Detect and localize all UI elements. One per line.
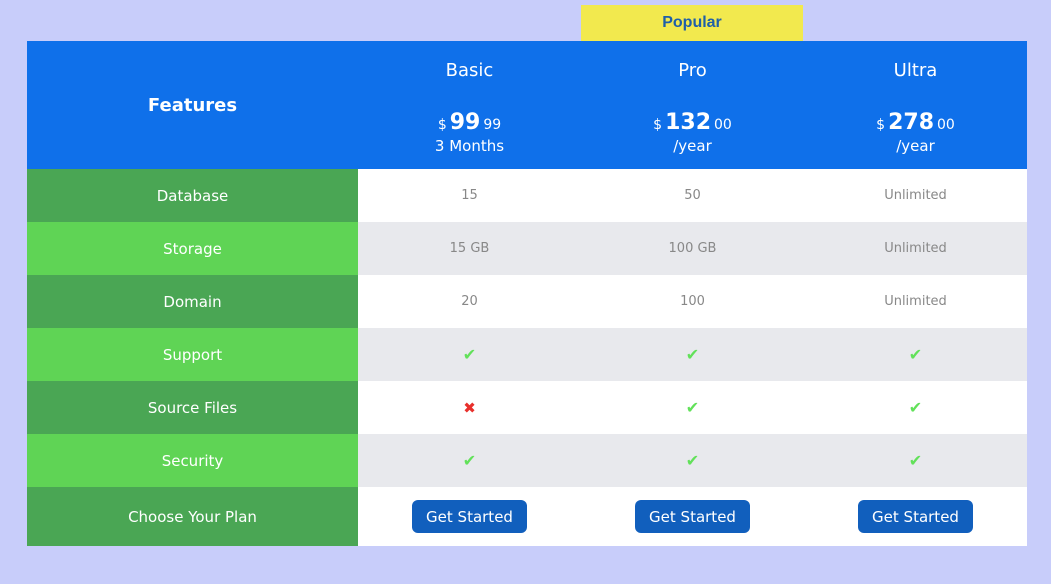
plan-name: Ultra — [893, 60, 938, 81]
popular-badge: Popular — [581, 5, 803, 41]
cell-value: 15 GB — [358, 222, 581, 275]
feature-label: Storage — [27, 222, 358, 275]
check-icon: ✔ — [462, 451, 477, 470]
cell-value: 50 — [581, 169, 804, 222]
choose-plan-row: Choose Your Plan Get Started Get Started… — [27, 487, 1027, 546]
table-row: Support ✔ ✔ ✔ — [27, 328, 1027, 381]
cell-value: Unlimited — [804, 169, 1027, 222]
feature-label: Security — [27, 434, 358, 487]
plan-price: $132 00 — [653, 110, 732, 135]
table-header: Features Basic $99 99 3 Months Pro $132 00 … — [27, 41, 1027, 169]
currency: $ — [876, 117, 886, 133]
plan-header-ultra: Ultra $278 00 /year — [804, 41, 1027, 169]
cell-value: 20 — [358, 275, 581, 328]
cell-value: Unlimited — [804, 275, 1027, 328]
feature-label: Source Files — [27, 381, 358, 434]
price-cents: 99 — [483, 117, 502, 133]
plan-header-basic: Basic $99 99 3 Months — [358, 41, 581, 169]
get-started-button-ultra[interactable]: Get Started — [858, 500, 973, 533]
cell-value: Unlimited — [804, 222, 1027, 275]
cell-value: 100 GB — [581, 222, 804, 275]
price-amount: 132 — [665, 110, 712, 135]
check-icon: ✔ — [908, 398, 923, 417]
plan-period: /year — [673, 137, 712, 155]
plan-period: 3 Months — [434, 137, 505, 155]
table-row: Domain 20 100 Unlimited — [27, 275, 1027, 328]
table-row: Storage 15 GB 100 GB Unlimited — [27, 222, 1027, 275]
check-icon: ✔ — [685, 398, 700, 417]
cross-icon: ✖ — [463, 398, 476, 417]
feature-label: Database — [27, 169, 358, 222]
plan-name: Basic — [445, 60, 494, 81]
check-icon: ✔ — [908, 451, 923, 470]
pricing-table: Features Basic $99 99 3 Months Pro $132 00 … — [27, 41, 1027, 546]
plan-period: /year — [896, 137, 935, 155]
get-started-button-pro[interactable]: Get Started — [635, 500, 750, 533]
table-row: Database 15 50 Unlimited — [27, 169, 1027, 222]
check-icon: ✔ — [685, 451, 700, 470]
features-heading: Features — [147, 94, 238, 116]
feature-label: Support — [27, 328, 358, 381]
feature-label: Domain — [27, 275, 358, 328]
choose-plan-label: Choose Your Plan — [27, 487, 358, 546]
currency: $ — [437, 117, 447, 133]
plan-header-pro: Pro $132 00 /year — [581, 41, 804, 169]
table-row: Source Files ✖ ✔ ✔ — [27, 381, 1027, 434]
price-cents: 00 — [937, 117, 955, 133]
check-icon: ✔ — [685, 345, 700, 364]
price-cents: 00 — [714, 117, 732, 133]
plan-price: $99 99 — [438, 110, 501, 135]
price-amount: 278 — [888, 110, 935, 135]
cell-value: 15 — [358, 169, 581, 222]
get-started-button-basic[interactable]: Get Started — [412, 500, 527, 533]
currency: $ — [653, 117, 663, 133]
table-row: Security ✔ ✔ ✔ — [27, 434, 1027, 487]
price-amount: 99 — [449, 110, 481, 135]
cell-value: 100 — [581, 275, 804, 328]
check-icon: ✔ — [908, 345, 923, 364]
plan-name: Pro — [678, 60, 707, 81]
check-icon: ✔ — [462, 345, 477, 364]
plan-price: $278 00 — [876, 110, 955, 135]
